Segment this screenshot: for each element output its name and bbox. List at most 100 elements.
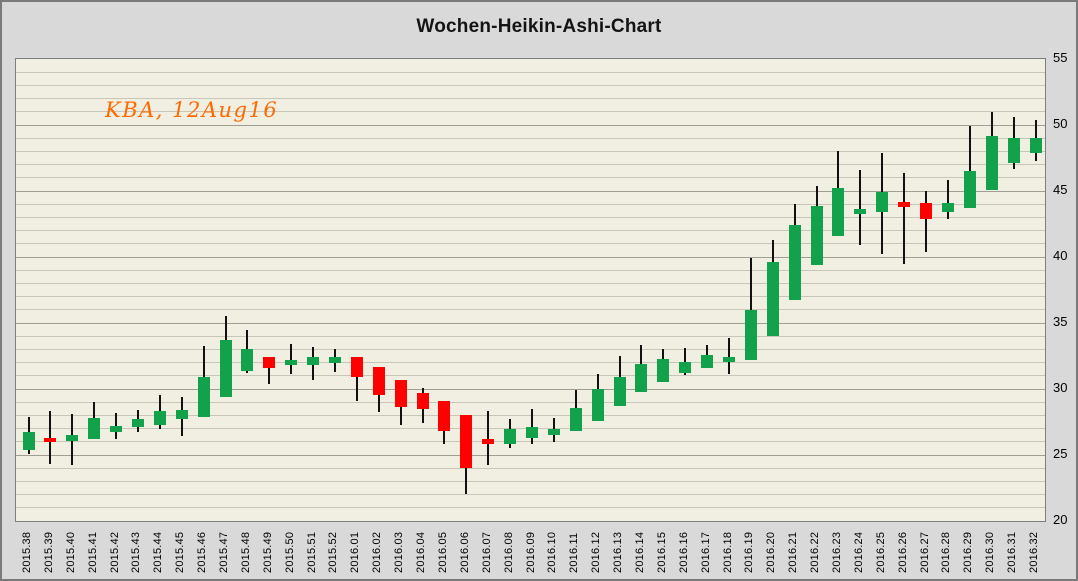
- x-axis-tick-label: 2016.27: [918, 531, 931, 573]
- x-axis-tick-label: 2016.21: [787, 531, 800, 573]
- minor-gridline: [16, 269, 1045, 271]
- candle-body-down: [460, 414, 473, 469]
- x-axis-tick-label: 2016.15: [655, 531, 668, 573]
- minor-gridline: [16, 480, 1045, 482]
- x-axis-tick-label: 2016.17: [699, 531, 712, 573]
- x-axis-tick-label: 2015.50: [283, 531, 296, 573]
- x-axis-tick-label: 2016.32: [1028, 531, 1040, 573]
- x-axis-tick-label: 2015.42: [108, 531, 121, 573]
- candle-body-up: [635, 363, 648, 393]
- major-gridline: [16, 322, 1045, 324]
- candle-body-up: [723, 357, 736, 362]
- x-axis-tick-label: 2015.52: [327, 531, 340, 573]
- minor-gridline: [16, 494, 1045, 496]
- minor-gridline: [16, 414, 1045, 416]
- candle-body-up: [241, 348, 254, 371]
- x-axis-tick-label: 2016.26: [896, 531, 909, 573]
- y-axis-tick-label: 50: [1053, 116, 1068, 131]
- candle-body-down: [350, 357, 363, 378]
- candle-body-up: [657, 358, 670, 382]
- x-axis-tick-label: 2016.16: [677, 531, 690, 573]
- x-axis-tick-label: 2015.39: [42, 531, 55, 573]
- minor-gridline: [16, 150, 1045, 152]
- minor-gridline: [16, 216, 1045, 218]
- x-axis-tick-label: 2015.47: [218, 531, 231, 573]
- x-axis-tick-label: 2015.44: [152, 531, 165, 573]
- candle-body-up: [1029, 138, 1042, 153]
- major-gridline: [16, 124, 1045, 126]
- candle-body-up: [504, 428, 517, 445]
- candle-wick: [531, 409, 533, 445]
- candle-body-up: [985, 135, 998, 190]
- x-axis-tick-label: 2016.22: [809, 531, 822, 573]
- candle-body-down: [482, 439, 495, 444]
- candle-body-up: [569, 408, 582, 432]
- y-axis-tick-label: 30: [1053, 380, 1068, 395]
- minor-gridline: [16, 71, 1045, 73]
- y-axis-tick-label: 55: [1053, 50, 1068, 65]
- candle-wick: [859, 169, 862, 246]
- candle-body-up: [1007, 138, 1020, 164]
- candle-body-up: [744, 309, 757, 360]
- candle-body-up: [941, 202, 954, 213]
- candle-body-up: [197, 377, 210, 417]
- candle-body-up: [701, 354, 714, 368]
- candle-body-up: [110, 425, 123, 432]
- candle-wick: [925, 191, 928, 252]
- x-axis-tick-label: 2016.01: [349, 531, 362, 573]
- minor-gridline: [16, 467, 1045, 469]
- x-axis-tick-label: 2016.23: [830, 531, 843, 573]
- candle-body-up: [526, 427, 538, 438]
- x-axis-tick-label: 2016.13: [612, 531, 625, 573]
- candle-body-up: [591, 389, 604, 422]
- major-gridline: [16, 256, 1045, 258]
- x-axis-tick-label: 2015.45: [174, 531, 187, 573]
- candle-body-up: [876, 192, 889, 213]
- candle-body-down: [394, 379, 407, 408]
- candle-wick: [903, 172, 906, 265]
- x-axis-tick-label: 2015.49: [261, 531, 274, 573]
- candle-wick: [946, 180, 949, 219]
- x-axis-tick-label: 2015.51: [305, 531, 318, 573]
- x-axis-tick-label: 2016.05: [436, 531, 449, 573]
- candle-body-down: [898, 201, 911, 207]
- x-axis-tick-label: 2016.07: [480, 531, 493, 573]
- candle-body-up: [66, 435, 79, 442]
- y-axis-tick-label: 45: [1053, 182, 1068, 197]
- candle-body-up: [219, 340, 232, 397]
- x-axis-tick-label: 2016.08: [502, 531, 515, 573]
- minor-gridline: [16, 375, 1045, 377]
- chart-annotation: KBA, 12Aug16: [105, 98, 279, 122]
- candle-wick: [968, 126, 971, 209]
- y-axis-tick-label: 20: [1053, 512, 1068, 527]
- minor-gridline: [16, 164, 1045, 166]
- plot-area: [15, 58, 1046, 522]
- candle-body-up: [613, 377, 626, 407]
- minor-gridline: [16, 507, 1045, 509]
- minor-gridline: [16, 230, 1045, 232]
- minor-gridline: [16, 296, 1045, 298]
- chart-title: Wochen-Heikin-Ashi-Chart: [416, 16, 662, 37]
- x-axis-tick-label: 2016.02: [371, 531, 384, 573]
- x-axis-tick-label: 2016.20: [765, 531, 778, 573]
- minor-gridline: [16, 137, 1045, 139]
- minor-gridline: [16, 348, 1045, 350]
- candle-wick: [684, 348, 687, 376]
- candle-body-up: [285, 359, 298, 366]
- minor-gridline: [16, 362, 1045, 364]
- x-axis-tick-label: 2015.41: [86, 531, 99, 573]
- minor-gridline: [16, 282, 1045, 284]
- x-axis-tick-label: 2016.25: [874, 531, 887, 573]
- candle-wick: [115, 412, 118, 440]
- y-axis-tick-label: 25: [1053, 446, 1068, 461]
- candle-body-down: [416, 392, 429, 409]
- candle-body-up: [153, 411, 166, 425]
- x-axis-tick-label: 2016.06: [458, 531, 471, 573]
- minor-gridline: [16, 177, 1045, 179]
- x-axis-tick-label: 2015.43: [130, 531, 143, 573]
- candle-wick: [355, 357, 358, 401]
- minor-gridline: [16, 84, 1045, 86]
- minor-gridline: [16, 111, 1045, 113]
- candle-body-up: [175, 410, 188, 420]
